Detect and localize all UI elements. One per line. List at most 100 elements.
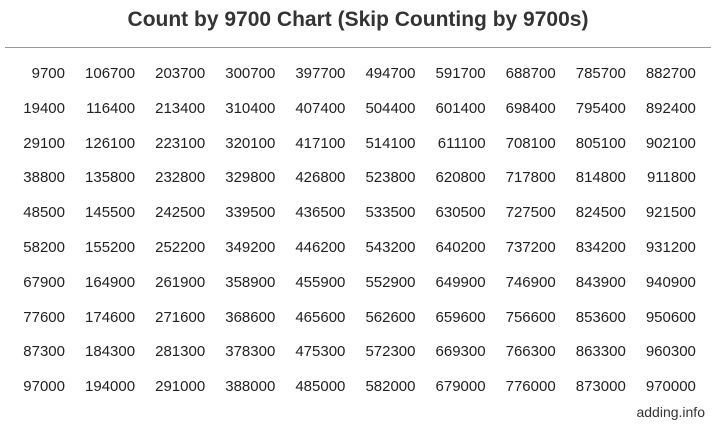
table-cell: 523800 bbox=[365, 169, 416, 187]
table-cell: 601400 bbox=[435, 99, 486, 117]
table-cell: 436500 bbox=[295, 204, 346, 222]
table-cell: 688700 bbox=[505, 65, 556, 82]
table-cell: 38800 bbox=[23, 169, 65, 187]
table-cell: 814800 bbox=[575, 169, 626, 187]
table-cell: 640200 bbox=[435, 239, 486, 256]
table-cell: 184300 bbox=[85, 343, 136, 361]
table-cell: 843900 bbox=[575, 273, 626, 291]
table-cell: 552900 bbox=[365, 273, 416, 291]
table-cell: 708100 bbox=[505, 134, 556, 152]
table-cell: 155200 bbox=[85, 239, 136, 256]
table-cell: 300700 bbox=[225, 65, 276, 82]
table-cell: 232800 bbox=[155, 169, 206, 187]
table-cell: 126100 bbox=[85, 134, 136, 152]
table-cell: 475300 bbox=[295, 343, 346, 361]
table-cell: 504400 bbox=[365, 99, 416, 117]
table-cell: 106700 bbox=[85, 65, 136, 82]
table-cell: 853600 bbox=[575, 308, 626, 326]
table-cell: 145500 bbox=[85, 204, 136, 222]
table-cell: 892400 bbox=[645, 99, 696, 117]
table-cell: 669300 bbox=[435, 343, 486, 361]
table-cell: 320100 bbox=[225, 134, 276, 152]
table-cell: 960300 bbox=[645, 343, 696, 361]
table-cell: 679000 bbox=[435, 378, 486, 396]
table-cell: 824500 bbox=[575, 204, 626, 222]
table-cell: 921500 bbox=[645, 204, 696, 222]
table-cell: 455900 bbox=[295, 273, 346, 291]
table-cell: 174600 bbox=[85, 308, 136, 326]
table-cell: 58200 bbox=[23, 239, 65, 256]
table-cell: 271600 bbox=[155, 308, 206, 326]
table-cell: 931200 bbox=[645, 239, 696, 256]
table-cell: 533500 bbox=[365, 204, 416, 222]
table-cell: 727500 bbox=[505, 204, 556, 222]
table-cell: 378300 bbox=[225, 343, 276, 361]
table-cell: 630500 bbox=[435, 204, 486, 222]
table-cell: 388000 bbox=[225, 378, 276, 396]
table-cell: 223100 bbox=[155, 134, 206, 152]
table-cell: 261900 bbox=[155, 273, 206, 291]
chart-title: Count by 9700 Chart (Skip Counting by 97… bbox=[127, 8, 589, 31]
table-cell: 717800 bbox=[505, 169, 556, 187]
table-cell: 911800 bbox=[646, 169, 696, 187]
table-cell: 252200 bbox=[155, 239, 206, 256]
table-cell: 349200 bbox=[225, 239, 276, 256]
site-credit: adding.info bbox=[636, 404, 705, 420]
table-cell: 291000 bbox=[155, 378, 206, 396]
table-cell: 485000 bbox=[295, 378, 346, 396]
table-cell: 543200 bbox=[365, 239, 416, 256]
table-cell: 310400 bbox=[225, 99, 276, 117]
table-cell: 591700 bbox=[435, 65, 486, 82]
table-cell: 795400 bbox=[575, 99, 626, 117]
table-cell: 242500 bbox=[155, 204, 206, 222]
table-cell: 203700 bbox=[155, 65, 206, 82]
table-cell: 902100 bbox=[645, 134, 696, 152]
table-cell: 659600 bbox=[435, 308, 486, 326]
table-cell: 582000 bbox=[365, 378, 416, 396]
table-cell: 572300 bbox=[365, 343, 416, 361]
table-cell: 19400 bbox=[23, 99, 65, 117]
table-cell: 940900 bbox=[645, 273, 696, 291]
title-divider bbox=[5, 47, 711, 48]
table-cell: 785700 bbox=[575, 65, 626, 82]
table-cell: 746900 bbox=[505, 273, 556, 291]
table-cell: 756600 bbox=[505, 308, 556, 326]
table-cell: 48500 bbox=[23, 204, 65, 222]
table-cell: 368600 bbox=[225, 308, 276, 326]
table-cell: 620800 bbox=[435, 169, 486, 187]
table-cell: 281300 bbox=[155, 343, 206, 361]
table-cell: 970000 bbox=[645, 378, 696, 396]
table-cell: 882700 bbox=[645, 65, 696, 82]
table-cell: 611100 bbox=[437, 134, 486, 152]
table-cell: 407400 bbox=[295, 99, 346, 117]
table-cell: 213400 bbox=[155, 99, 206, 117]
table-cell: 805100 bbox=[575, 134, 626, 152]
table-cell: 737200 bbox=[505, 239, 556, 256]
table-cell: 766300 bbox=[505, 343, 556, 361]
table-cell: 29100 bbox=[23, 134, 65, 152]
table-cell: 67900 bbox=[23, 273, 65, 291]
table-cell: 329800 bbox=[225, 169, 276, 187]
table-cell: 873000 bbox=[575, 378, 626, 396]
table-cell: 776000 bbox=[505, 378, 556, 396]
table-cell: 562600 bbox=[365, 308, 416, 326]
table-cell: 135800 bbox=[85, 169, 136, 187]
table-cell: 9700 bbox=[31, 65, 65, 82]
table-cell: 358900 bbox=[225, 273, 276, 291]
table-cell: 417100 bbox=[295, 134, 346, 152]
table-cell: 87300 bbox=[23, 343, 65, 361]
table-cell: 77600 bbox=[23, 308, 65, 326]
table-cell: 649900 bbox=[435, 273, 486, 291]
table-cell: 339500 bbox=[225, 204, 276, 222]
table-cell: 950600 bbox=[645, 308, 696, 326]
table-cell: 834200 bbox=[575, 239, 626, 256]
table-cell: 698400 bbox=[505, 99, 556, 117]
table-cell: 426800 bbox=[295, 169, 346, 187]
table-cell: 116400 bbox=[86, 99, 136, 117]
table-cell: 194000 bbox=[85, 378, 136, 396]
table-cell: 514100 bbox=[365, 134, 416, 152]
table-cell: 494700 bbox=[365, 65, 416, 82]
table-cell: 164900 bbox=[85, 273, 136, 291]
table-cell: 465600 bbox=[295, 308, 346, 326]
